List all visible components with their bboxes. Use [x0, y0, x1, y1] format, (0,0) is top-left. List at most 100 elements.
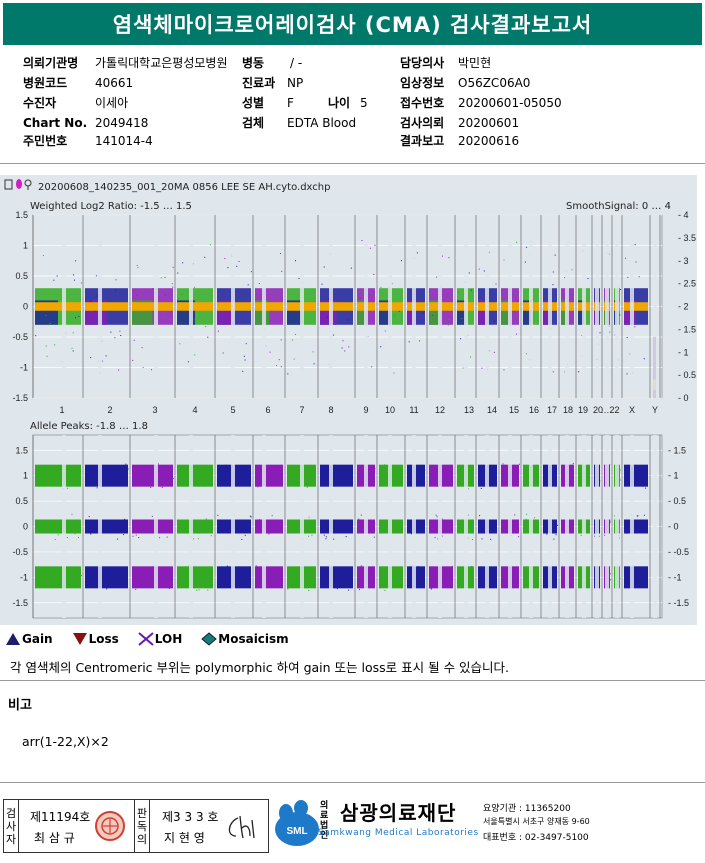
tester-license: 제11194호 [30, 810, 91, 824]
remark-text: arr(1-22,X)×2 [22, 734, 109, 749]
allele-dot [249, 574, 251, 576]
allele-dot [643, 471, 645, 473]
allele-dot [217, 514, 219, 516]
allele-dot [490, 576, 492, 578]
allele-dot [291, 470, 293, 472]
allele-dot [278, 567, 280, 569]
log2-dot [114, 337, 116, 339]
log2-dot [236, 265, 238, 267]
allele-dot [360, 574, 362, 576]
allele-dot [287, 473, 289, 475]
centromere-gap [364, 215, 368, 398]
log2-dot [470, 356, 472, 358]
centromere-gap [412, 435, 416, 618]
allele-dot [72, 531, 74, 533]
log2-dot [419, 317, 421, 319]
allele-dot [578, 469, 580, 471]
allele-dot [481, 538, 483, 540]
allele-dot [469, 573, 471, 575]
centromere-gap [231, 435, 235, 618]
centromere-gap [529, 435, 533, 618]
allele-dot [441, 583, 443, 585]
allele-dot [238, 572, 240, 574]
allele-dot [78, 483, 80, 485]
allele-dot [185, 477, 187, 479]
log2-dot [152, 288, 154, 290]
y-tick-label: - 1.5 [678, 324, 696, 334]
allele-dot [470, 480, 472, 482]
legend-mosaicism: Mosaicism [200, 632, 289, 646]
log2-band [407, 300, 416, 325]
allele-dot [552, 569, 554, 571]
clinical-label: 임상정보 [400, 76, 445, 90]
allele-dot [472, 539, 474, 541]
allele-dot [88, 583, 90, 585]
centromere-gap [605, 435, 609, 618]
allele-dot [434, 537, 436, 539]
legend-gain: Gain [4, 632, 53, 646]
log2-dot [79, 310, 81, 312]
allele-dot [572, 463, 574, 465]
centromere-gap [189, 435, 193, 618]
log2-dot [391, 283, 393, 285]
y-tick-label: -0.5 [12, 332, 28, 342]
log2-dot [278, 359, 280, 361]
allele-dot [514, 521, 516, 523]
log2-dot [448, 319, 450, 321]
dept-label: 진료과 [242, 76, 276, 90]
chromosome-label: 5 [230, 405, 235, 415]
allele-dot [74, 582, 76, 584]
log2-dot [250, 271, 252, 273]
allele-dot [408, 527, 410, 529]
allele-dot [229, 470, 231, 472]
allele-dot [533, 568, 535, 570]
allele-dot [177, 529, 179, 531]
y-tick-label: - 0.5 [678, 370, 696, 380]
allele-dot [478, 468, 480, 470]
cma-plot: 1.5 1 0.5 0 -0.5 -1 -1.5 - 4 - 3.5 - 3 - 2.5 - 2 - 1… [4, 179, 696, 619]
log2-dot [516, 315, 518, 317]
chromosome-label: 16 [529, 405, 539, 415]
allele-dot [184, 478, 186, 480]
log2-dot [272, 311, 274, 313]
legend-mosaicism-label: Mosaicism [218, 632, 289, 646]
allele-dot [386, 526, 388, 528]
allele-dot [626, 532, 628, 534]
y-tick-label: - -1.5 [668, 598, 689, 608]
log2-dot [188, 310, 190, 312]
log2-dot [205, 326, 207, 328]
allele-band [255, 464, 283, 487]
allele-dot [169, 477, 171, 479]
allele-dot [580, 534, 582, 536]
allele-dot [258, 519, 260, 521]
log2-dot [493, 351, 495, 353]
log2-dot [430, 292, 432, 294]
allele-dot [411, 533, 413, 535]
allele-dot [599, 520, 601, 522]
allele-dot [161, 486, 163, 488]
log2-dot [258, 283, 260, 285]
y-tick-label: - 1.5 [668, 445, 686, 455]
log2-dot [194, 319, 196, 321]
chromosome-label: 20 [593, 405, 603, 415]
allele-dot [118, 523, 120, 525]
allele-dot [133, 466, 135, 468]
log2-dot [493, 320, 495, 322]
allele-dot [452, 565, 454, 567]
centromere-gap [548, 215, 552, 398]
allele-dot [571, 470, 573, 472]
centromere-gap [615, 215, 619, 398]
allele-dot [135, 534, 137, 536]
log2-dot [47, 324, 49, 326]
chart-label: Chart No. [23, 116, 88, 130]
log2-dot [442, 324, 444, 326]
chromosome-label: 10 [385, 405, 395, 415]
allele-dot [493, 482, 495, 484]
log2-dot [243, 313, 245, 315]
allele-dot [411, 530, 413, 532]
allele-dot [159, 528, 161, 530]
log2-dot [326, 316, 328, 318]
allele-band [177, 566, 213, 589]
allele-dot [71, 513, 73, 515]
